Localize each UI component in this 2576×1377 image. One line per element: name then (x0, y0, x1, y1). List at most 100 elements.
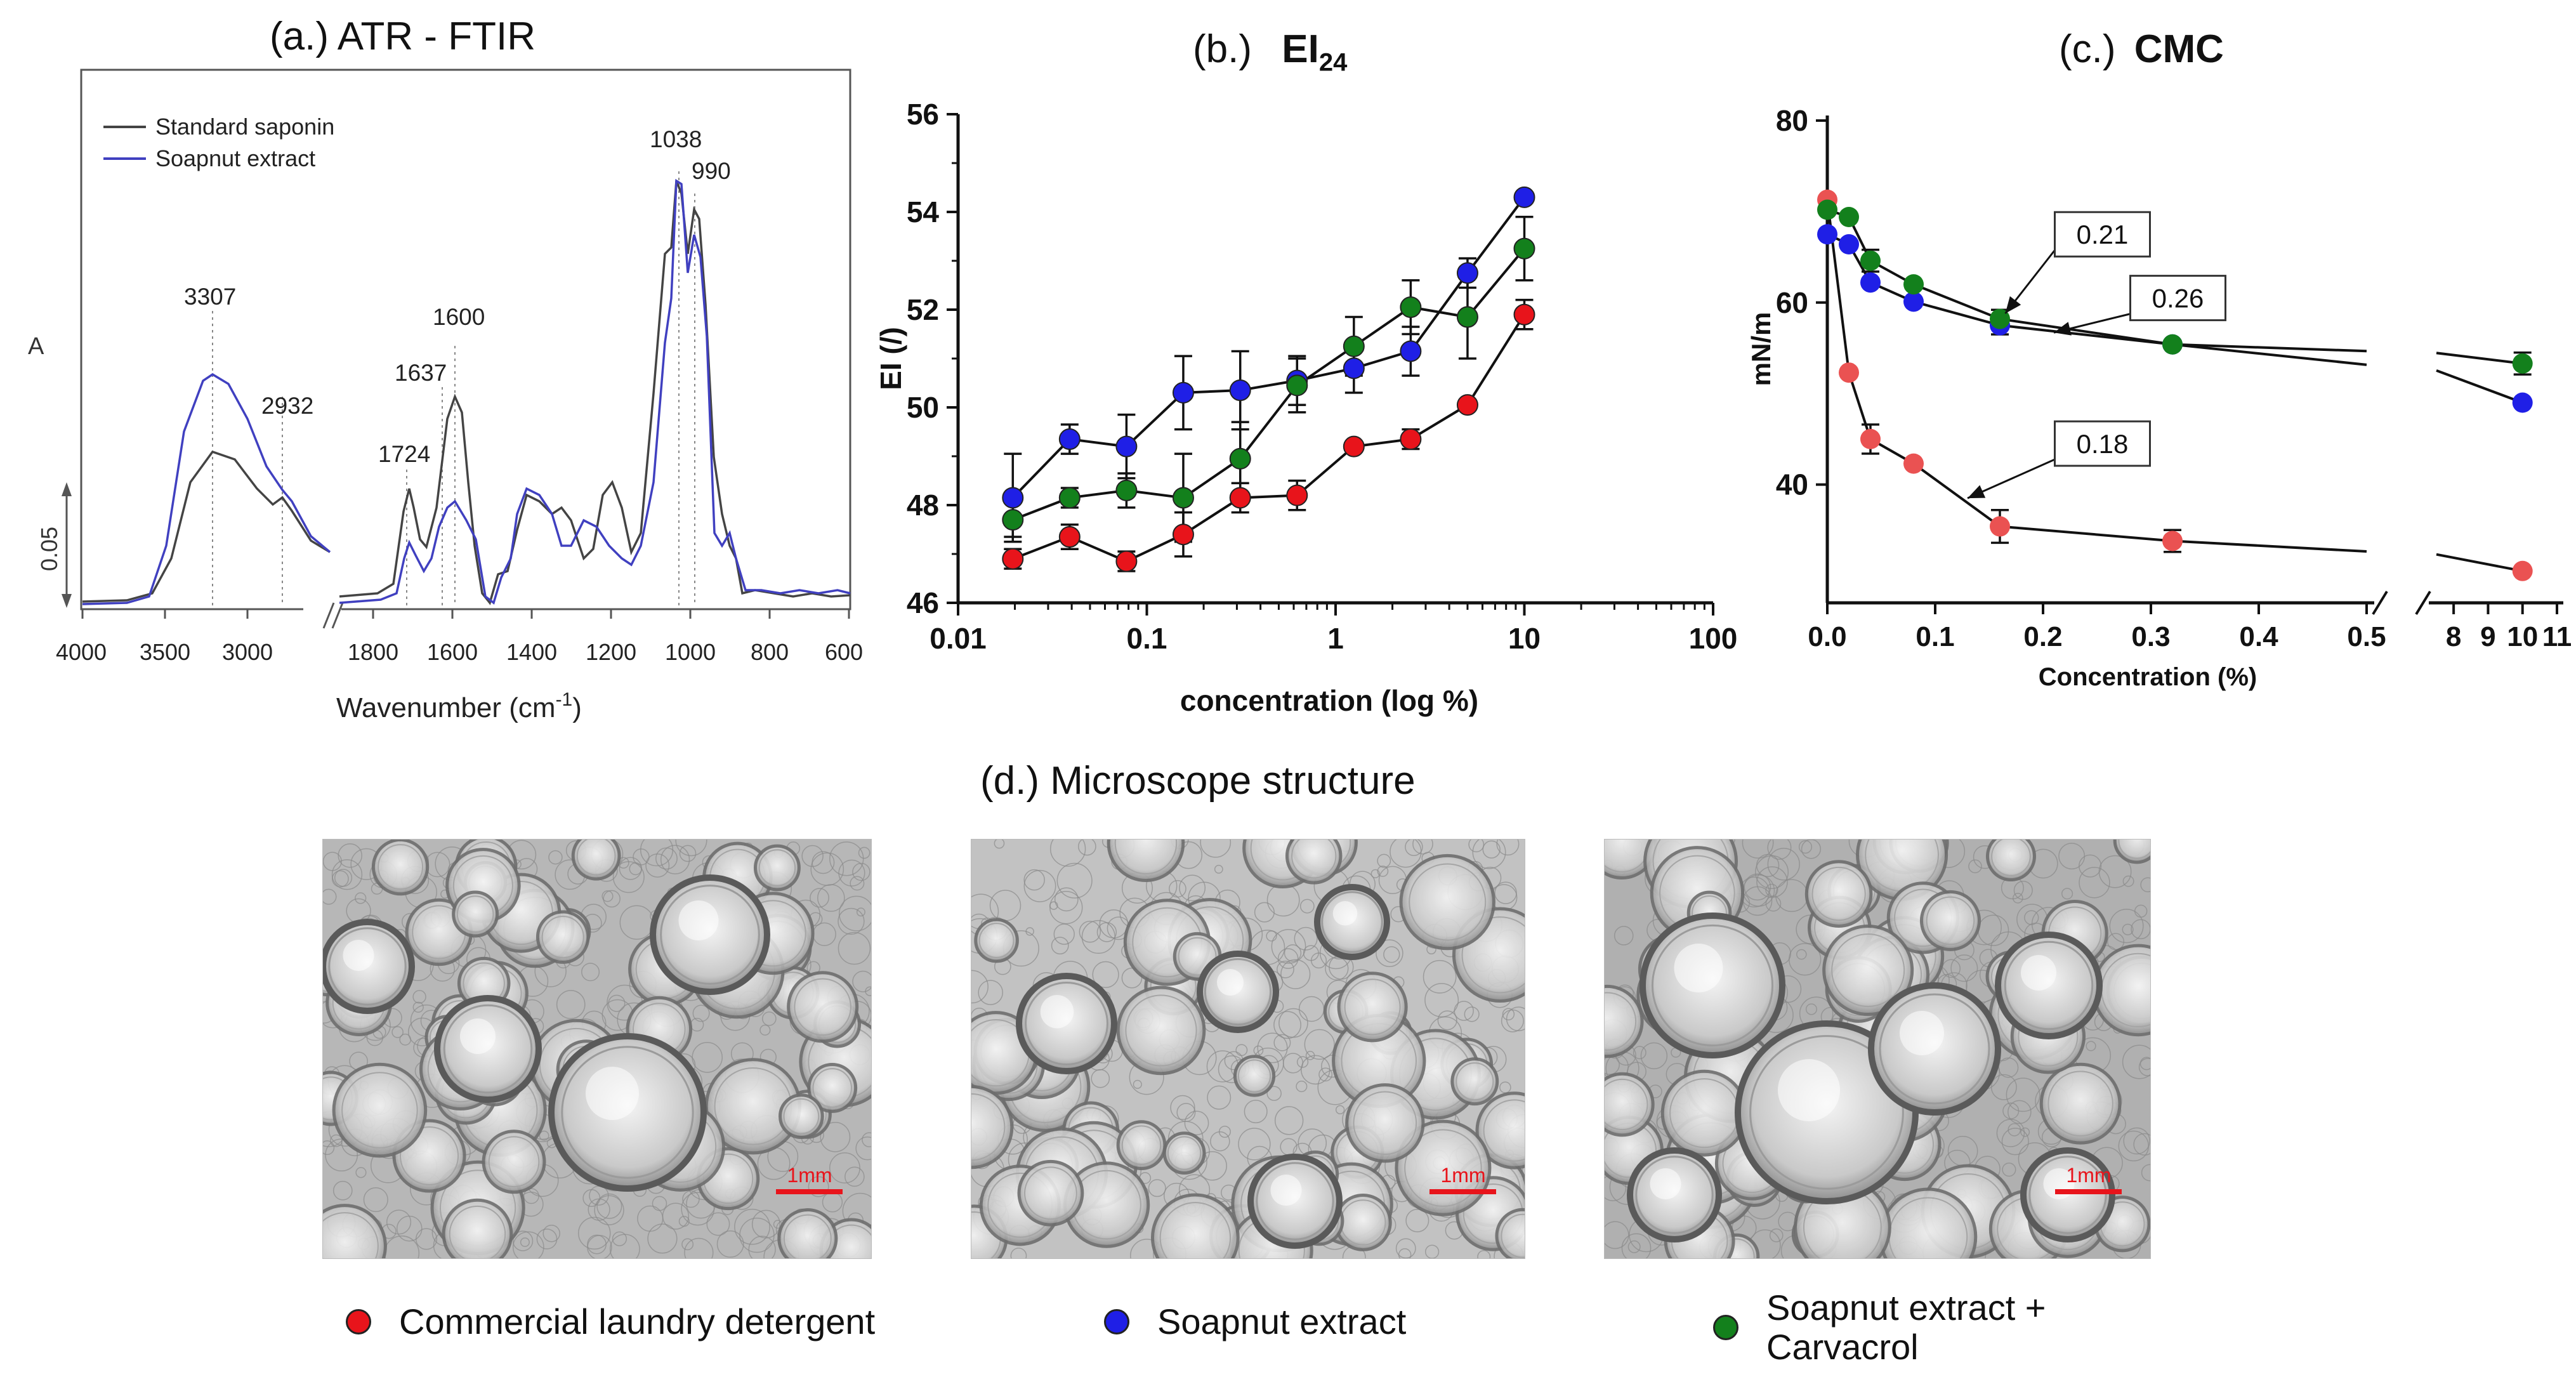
bubble-small (1377, 866, 1389, 877)
panel-b-title-text: EI (1282, 27, 1319, 71)
legend-label-detergent: Commercial laundry detergent (399, 1301, 876, 1341)
bubble-small (1423, 959, 1457, 994)
bubble-medium (1151, 1193, 1240, 1258)
bubble-small (2138, 1058, 2150, 1077)
ei-point-detergent (1172, 524, 1194, 546)
bubble-inner-ring (1483, 1099, 1525, 1162)
peak-label-990: 990 (692, 158, 731, 184)
bubble-small (1296, 1081, 1308, 1093)
bubble-inner-ring (1178, 937, 1217, 976)
bubble-small (2006, 1077, 2040, 1112)
bubble-medium (571, 840, 621, 881)
bubble-small (1091, 1069, 1110, 1088)
bubble-medium (777, 1208, 838, 1258)
cmc-annotation-label: 0.18 (2077, 429, 2129, 459)
bubble-inner-ring (1353, 1091, 1417, 1156)
cmc-x-tick-label: 8 (2446, 621, 2461, 652)
bubble-inner-ring (971, 1093, 1006, 1161)
ftir-xtick-4000: 4000 (56, 639, 107, 665)
cmc-point-carvacrol (1990, 308, 2010, 329)
bubble-small (1805, 1003, 1818, 1015)
bubble-small (1501, 1009, 1524, 1032)
bubble-small (1627, 1240, 1641, 1253)
bubble-small (1054, 887, 1079, 912)
bubble-inner-ring (488, 1136, 540, 1188)
scale-bar-label: 1mm (2066, 1164, 2111, 1187)
bubble-small (2139, 1057, 2150, 1071)
bubble-small (588, 1198, 610, 1221)
ei-x-tick-label: 1 (1327, 622, 1344, 655)
bubble-inner-ring (1811, 866, 1866, 921)
bubble-medium (323, 1204, 387, 1258)
bubble-inner-ring (1605, 992, 1637, 1051)
peak-label-1038: 1038 (650, 126, 702, 152)
bubble-small (1303, 945, 1319, 961)
legend-item-soapnut: Soapnut extract (1104, 1301, 1406, 1342)
ei-point-carvacrol (1229, 447, 1251, 470)
bubble-medium (1116, 985, 1206, 1076)
ei-point-soapnut (1172, 381, 1194, 404)
bubble-small (1998, 1057, 2019, 1078)
legend-dot-soapnut (1104, 1308, 1129, 1334)
ftir-legend-standard: Standard saponin (155, 114, 334, 140)
bubble-small (1424, 983, 1459, 1018)
bubble-medium (787, 971, 859, 1043)
bubble-inner-ring (449, 1205, 506, 1258)
bubble-small (660, 845, 690, 874)
bubble-medium (1804, 860, 1873, 928)
bubble-medium (482, 1130, 546, 1194)
bubble-small (338, 843, 362, 868)
bubble-medium (779, 1093, 824, 1139)
bubble-small (603, 890, 621, 908)
bubble-inner-ring (323, 1212, 379, 1258)
panel-c-title-main: CMC (2134, 27, 2224, 71)
bubble-small (323, 852, 342, 871)
bubble-inner-ring (1461, 916, 1525, 994)
bubble-small (1294, 926, 1318, 951)
bubble-small (2002, 1163, 2016, 1177)
bubble-large-ring (1025, 982, 1108, 1065)
bubble-small (1464, 1006, 1480, 1022)
peak-label-1600: 1600 (433, 304, 485, 330)
bubble-small (858, 847, 871, 859)
bubble-small (612, 1231, 628, 1246)
ei-point-soapnut (1229, 379, 1251, 402)
bubble-small (601, 890, 614, 902)
bubble-small (652, 1196, 667, 1211)
bubble-small (2008, 1123, 2021, 1137)
cmc-point-carvacrol (1860, 250, 1881, 271)
ei-point-detergent (1115, 550, 1138, 572)
ftir-scale-label: 0.05 (36, 527, 62, 571)
bubble-small (1405, 1208, 1429, 1233)
bubble-small (581, 963, 600, 982)
cmc-point-carvacrol (2512, 353, 2533, 374)
bubble-medium (1116, 1120, 1167, 1171)
bubble-medium (1399, 853, 1495, 951)
cmc-x-tick-label: 0.2 (2023, 621, 2062, 652)
bubble-small (587, 1234, 607, 1255)
bubble-inner-ring (812, 1068, 852, 1108)
bubble-small (682, 1190, 700, 1208)
ftir-scale-arrow-bottom (62, 594, 72, 608)
bubble-small (844, 1166, 865, 1187)
cmc-axis-break-2 (2415, 590, 2431, 616)
bubble-large-ring (561, 1046, 694, 1179)
bubble-small (1051, 937, 1069, 955)
bubble-small (1318, 1067, 1333, 1082)
bubble-inner-ring (1404, 1129, 1482, 1207)
cmc-point-soapnut (1903, 291, 1924, 312)
bubble-small (1210, 1131, 1230, 1152)
cmc-y-tick-label: 60 (1776, 286, 1808, 319)
bubble-small (2122, 875, 2134, 887)
cmc-x-tick-label: 0.1 (1916, 621, 1954, 652)
bubble-small (1056, 862, 1093, 899)
cmc-point-detergent (2512, 560, 2533, 581)
bubble-small (1472, 840, 1506, 869)
bubble-small (852, 862, 871, 881)
bubble-inner-ring (783, 1214, 832, 1258)
cmc-x-tick-label: 11 (2542, 621, 2572, 652)
ei-x-tick-label: 0.1 (1127, 622, 1167, 655)
ftir-frame (80, 69, 851, 610)
bubble-small (838, 907, 865, 935)
bubble-small (1200, 840, 1232, 858)
